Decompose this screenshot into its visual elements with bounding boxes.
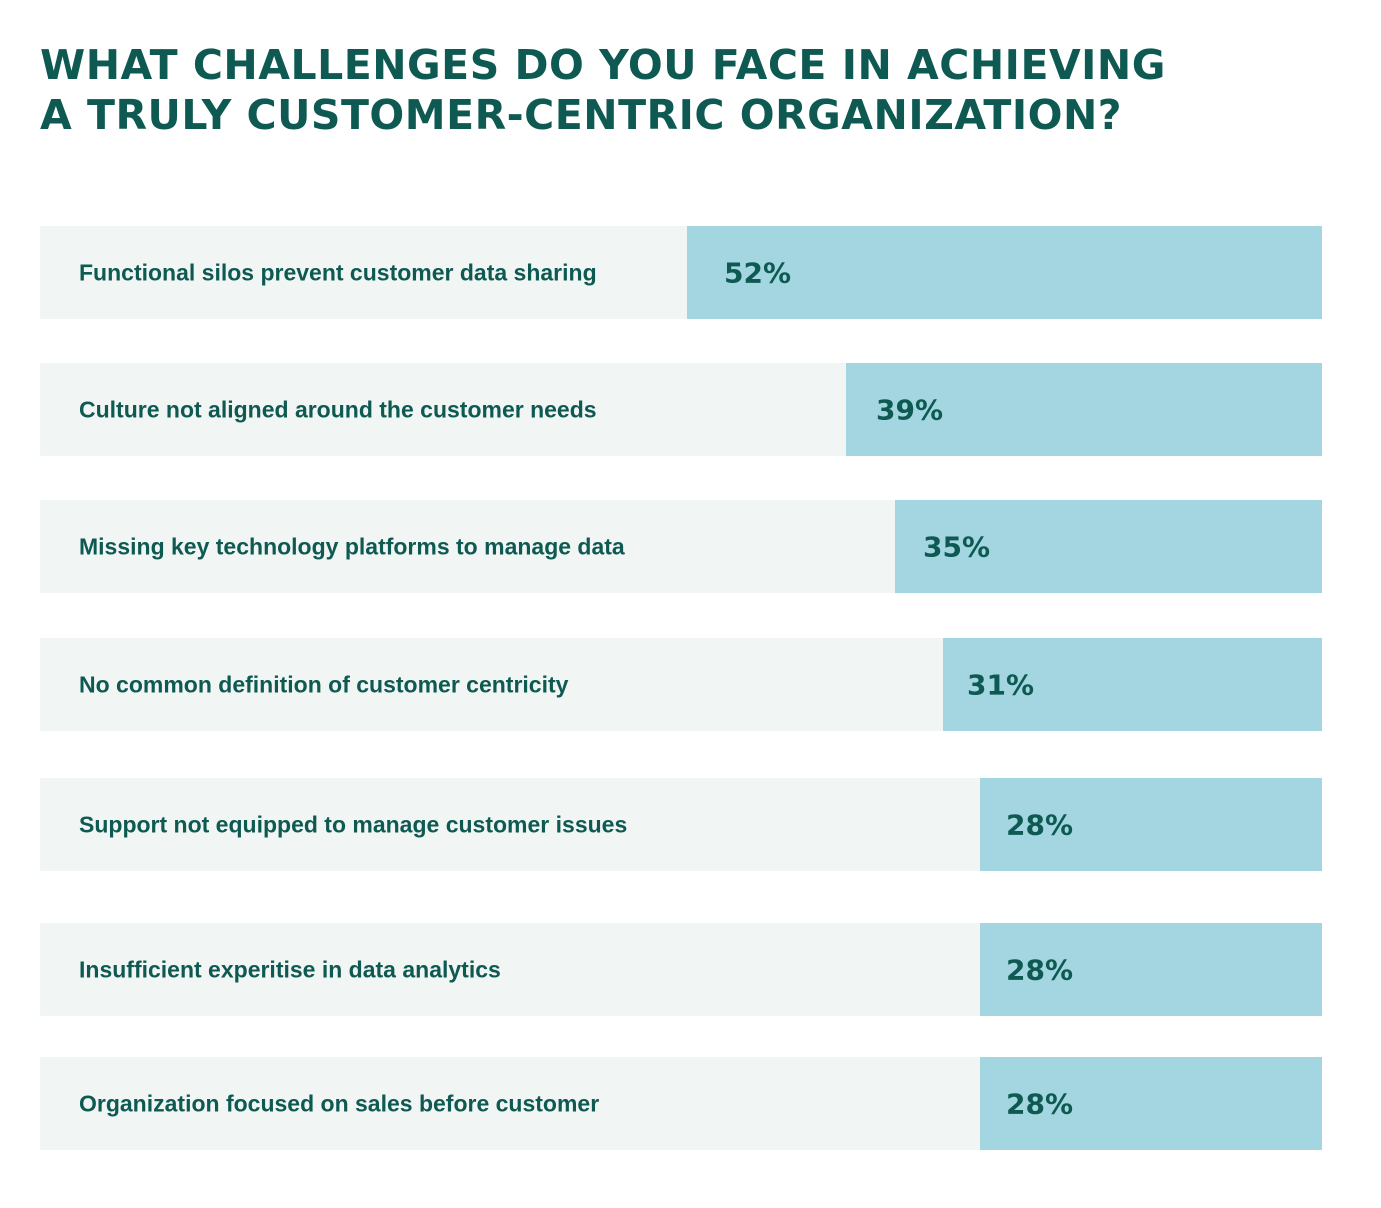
chart-title: WHAT CHALLENGES DO YOU FACE IN ACHIEVING… [40, 40, 1166, 140]
chart-row: Support not equipped to manage customer … [40, 778, 1322, 871]
bar [895, 500, 1322, 593]
category-label: Insufficient experitise in data analytic… [79, 956, 501, 982]
data-label: 39% [876, 393, 944, 426]
bar-chart: Functional silos prevent customer data s… [40, 226, 1322, 1150]
category-label: No common definition of customer centric… [79, 671, 569, 697]
data-label: 28% [1006, 808, 1074, 841]
category-label: Culture not aligned around the customer … [79, 396, 597, 422]
chart-row: Culture not aligned around the customer … [40, 363, 1322, 456]
category-label: Missing key technology platforms to mana… [79, 533, 625, 559]
data-label: 28% [1006, 1087, 1074, 1120]
data-label: 31% [967, 668, 1035, 701]
bar [943, 638, 1322, 731]
chart-row: Missing key technology platforms to mana… [40, 500, 1322, 593]
data-label: 28% [1006, 953, 1074, 986]
bar [980, 923, 1322, 1016]
bar [687, 226, 1322, 319]
bar [980, 1057, 1322, 1150]
bar [846, 363, 1322, 456]
chart-row: Insufficient experitise in data analytic… [40, 923, 1322, 1016]
category-label: Functional silos prevent customer data s… [79, 259, 597, 285]
chart-row: Functional silos prevent customer data s… [40, 226, 1322, 319]
chart-row: No common definition of customer centric… [40, 638, 1322, 731]
bar [980, 778, 1322, 871]
category-label: Organization focused on sales before cus… [79, 1090, 600, 1116]
category-label: Support not equipped to manage customer … [79, 811, 628, 837]
chart-title-line-2: A TRULY CUSTOMER-CENTRIC ORGANIZATION? [40, 91, 1123, 139]
chart-title-line-1: WHAT CHALLENGES DO YOU FACE IN ACHIEVING [40, 41, 1166, 89]
chart-row: Organization focused on sales before cus… [40, 1057, 1322, 1150]
data-label: 52% [724, 256, 792, 289]
data-label: 35% [923, 530, 991, 563]
